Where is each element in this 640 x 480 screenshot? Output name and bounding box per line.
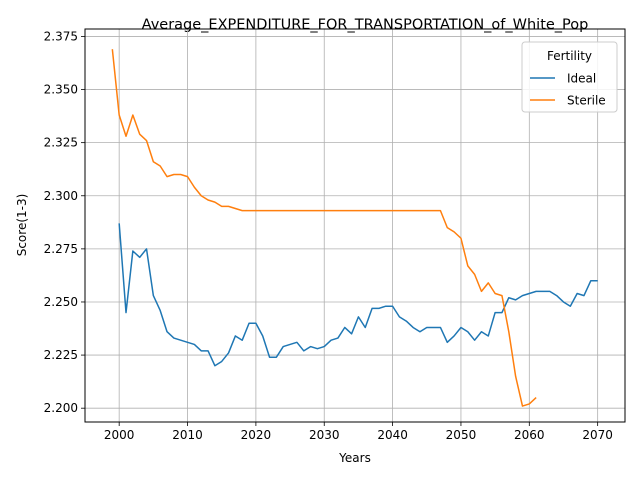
plot-frame — [84, 28, 626, 423]
y-axis-label: Score(1-3) — [15, 194, 29, 257]
series-lines — [111, 49, 598, 407]
legend: Fertility Ideal Sterile — [521, 41, 618, 113]
x-tick-label: 2020 — [241, 428, 272, 442]
x-axis-label: Years — [338, 451, 371, 465]
y-tick-label: 2.350 — [44, 83, 78, 97]
y-tick-label: 2.250 — [44, 295, 78, 309]
x-tick-label: 2060 — [514, 428, 545, 442]
x-tick-label: 2000 — [104, 428, 135, 442]
x-tick-label: 2050 — [446, 428, 477, 442]
series-line-sterile — [111, 49, 537, 407]
y-tick-label: 2.275 — [44, 242, 78, 256]
series-line-ideal — [118, 223, 598, 367]
x-tick-label: 2070 — [582, 428, 613, 442]
y-tick-label: 2.225 — [44, 348, 78, 362]
chart-title: Average_EXPENDITURE_FOR_TRANSPORTATION_o… — [142, 17, 589, 33]
y-tick-label: 2.325 — [44, 136, 78, 150]
x-tick-label: 2040 — [377, 428, 408, 442]
legend-label-sterile: Sterile — [567, 94, 606, 108]
legend-title: Fertility — [547, 49, 592, 63]
legend-box — [521, 41, 618, 113]
y-tick-label: 2.200 — [44, 401, 78, 415]
legend-label-ideal: Ideal — [567, 72, 596, 86]
x-tick-label: 2030 — [309, 428, 340, 442]
y-tick-label: 2.300 — [44, 189, 78, 203]
x-tick-label: 2010 — [172, 428, 203, 442]
y-tick-label: 2.375 — [44, 29, 78, 43]
axis-ticks: 2000 2010 2020 2030 2040 2050 2060 2070 2.200 2.2… — [44, 29, 613, 442]
